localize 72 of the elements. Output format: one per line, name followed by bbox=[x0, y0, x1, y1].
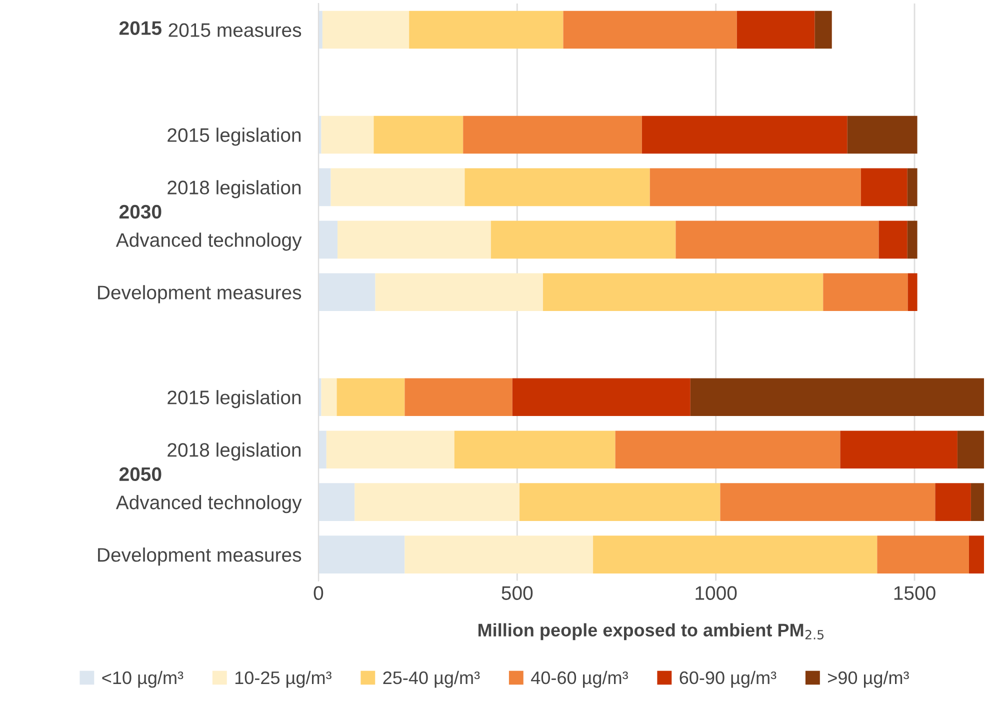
text: 2015 bbox=[119, 21, 162, 35]
bar bbox=[454, 430, 616, 468]
bar bbox=[338, 220, 491, 259]
text: 2050 bbox=[119, 467, 162, 482]
bar bbox=[404, 378, 512, 416]
y-tick-label: 2015 measures bbox=[168, 23, 302, 37]
y-tick-label: 2018 legislation bbox=[168, 442, 301, 461]
y-tick-label: Advanced technology bbox=[116, 232, 302, 251]
bar bbox=[463, 116, 642, 154]
legend-label: 10-25 µg/m³ bbox=[235, 670, 332, 688]
bar bbox=[336, 378, 405, 416]
bar bbox=[512, 378, 690, 416]
bar bbox=[840, 430, 958, 468]
bar bbox=[318, 536, 405, 574]
y-tick-label: 2018 legislation bbox=[168, 180, 301, 198]
bar bbox=[690, 378, 984, 416]
bar bbox=[318, 430, 326, 468]
bar bbox=[318, 483, 355, 521]
x-tick-label: 1500 bbox=[894, 586, 936, 600]
bar bbox=[968, 536, 984, 574]
bar bbox=[877, 536, 969, 574]
legend-label: 60-90 µg/m³ bbox=[680, 670, 776, 688]
bar bbox=[907, 168, 918, 206]
y-tick-label: Development measures bbox=[98, 548, 302, 566]
bar bbox=[318, 168, 331, 206]
bar bbox=[957, 430, 984, 468]
bar bbox=[860, 168, 908, 206]
bar bbox=[847, 116, 918, 154]
bar bbox=[935, 483, 971, 521]
bar bbox=[650, 168, 861, 206]
legend-label: >90 µg/m³ bbox=[828, 670, 909, 688]
bar bbox=[615, 430, 840, 468]
bar bbox=[322, 10, 410, 49]
y-tick-label: Advanced technology bbox=[116, 495, 302, 514]
x-tick-label: 1000 bbox=[696, 586, 737, 600]
bar bbox=[354, 483, 520, 521]
y-tick-label: Development measures bbox=[98, 285, 302, 304]
bar bbox=[330, 168, 465, 206]
bar bbox=[908, 273, 918, 312]
text: 2030 bbox=[119, 204, 162, 219]
bar bbox=[593, 536, 878, 574]
y-tick-label: 2015 legislation bbox=[168, 128, 301, 146]
legend-label: 40-60 µg/m³ bbox=[531, 670, 628, 688]
bar bbox=[318, 220, 338, 259]
bar bbox=[907, 220, 918, 259]
x-tick-label: 500 bbox=[502, 586, 533, 600]
x-axis-title: Million people exposed to ambient PM$_{2.5}$ bbox=[478, 623, 824, 640]
legend-label: 25-40 µg/m³ bbox=[383, 670, 480, 688]
bar bbox=[563, 10, 737, 49]
bar bbox=[642, 116, 848, 154]
bar bbox=[490, 220, 676, 259]
legend-label: <10 µg/m³ bbox=[102, 670, 184, 688]
bar bbox=[321, 116, 374, 154]
bar bbox=[676, 220, 879, 259]
bar bbox=[374, 116, 464, 154]
y-tick-label: 2015 legislation bbox=[168, 390, 301, 408]
bar bbox=[326, 430, 454, 468]
bar bbox=[520, 483, 720, 521]
bar bbox=[970, 483, 984, 521]
bar bbox=[542, 273, 824, 312]
bar bbox=[409, 10, 564, 49]
x-tick-label: 0 bbox=[314, 586, 324, 600]
bar bbox=[375, 273, 543, 312]
bar bbox=[720, 483, 936, 521]
bar bbox=[814, 10, 832, 49]
bar bbox=[321, 378, 337, 416]
bar bbox=[878, 220, 908, 259]
bar bbox=[736, 10, 815, 49]
bar bbox=[823, 273, 908, 312]
bar bbox=[318, 273, 376, 312]
bar bbox=[464, 168, 650, 206]
bar bbox=[404, 536, 594, 574]
